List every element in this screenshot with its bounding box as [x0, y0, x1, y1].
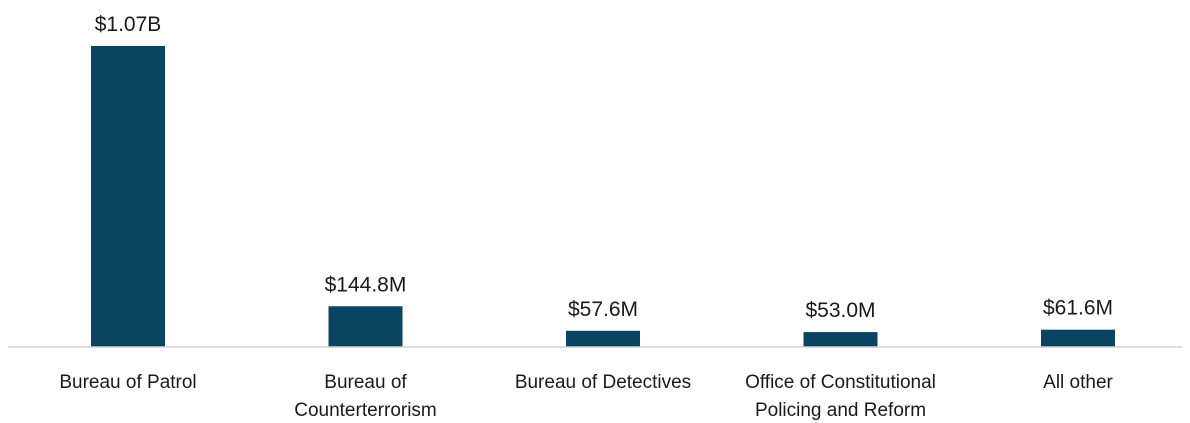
category-label-0: Bureau of Patrol [59, 372, 196, 393]
data-label-0: $1.07B [95, 13, 162, 36]
category-label-4-line-0: All other [1043, 372, 1113, 393]
category-label-2: Bureau of Detectives [515, 372, 691, 393]
category-label-1-line-0: Bureau of [324, 372, 407, 393]
bar-4 [1041, 329, 1115, 347]
category-label-3-line-0: Office of Constitutional [745, 372, 936, 393]
data-label-1: $144.8M [325, 273, 407, 296]
category-label-1: Bureau of Counterterrorism [294, 372, 437, 421]
bars-group [91, 46, 1115, 347]
bar-3 [803, 332, 878, 347]
data-label-2: $57.6M [568, 298, 638, 321]
bar-2 [566, 330, 640, 347]
bar-0 [91, 46, 165, 347]
data-label-4: $61.6M [1043, 297, 1113, 320]
category-labels-group: Bureau of Patrol Bureau of Counterterroris… [59, 372, 1113, 421]
data-labels-group: $1.07B $144.8M $57.6M $53.0M $61.6M [95, 13, 1113, 322]
category-label-3: Office of Constitutional Policing and Ref… [745, 372, 936, 421]
bar-1 [328, 306, 403, 347]
category-label-0-line-0: Bureau of Patrol [59, 372, 196, 393]
category-label-3-line-1: Policing and Reform [755, 400, 926, 421]
data-label-3: $53.0M [805, 299, 875, 322]
category-label-1-line-1: Counterterrorism [294, 400, 437, 421]
category-label-4: All other [1043, 372, 1113, 393]
category-label-2-line-0: Bureau of Detectives [515, 372, 691, 393]
